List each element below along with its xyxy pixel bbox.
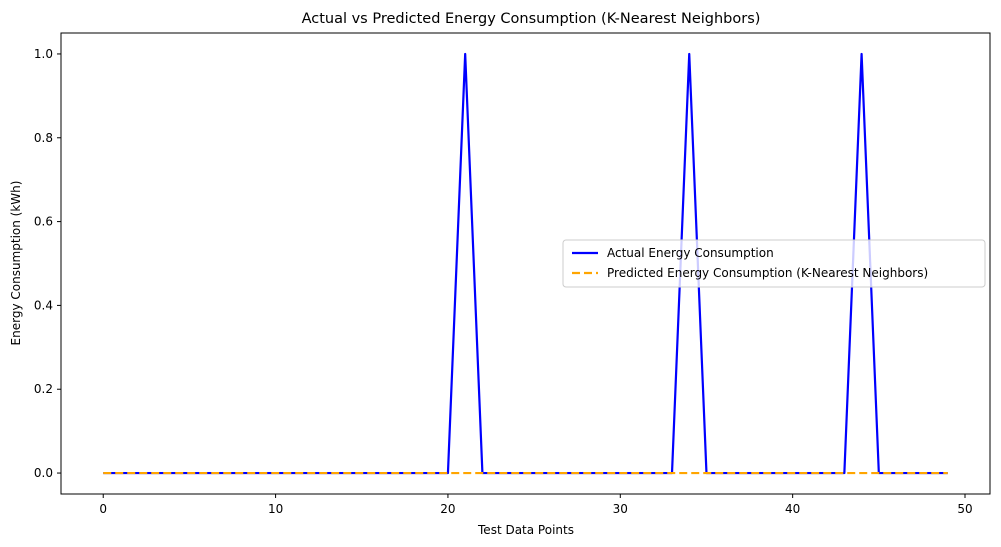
axes-frame	[60, 32, 991, 495]
y-tick-label: 0.6	[34, 215, 53, 229]
legend-label-predicted: Predicted Energy Consumption (K-Nearest …	[607, 266, 928, 280]
x-tick-label: 30	[613, 502, 628, 516]
y-tick-label: 0.0	[34, 466, 53, 480]
chart-title: Actual vs Predicted Energy Consumption (…	[302, 11, 761, 27]
y-tick-label: 0.2	[34, 382, 53, 396]
x-tick-label: 40	[785, 502, 800, 516]
x-tick-label: 20	[440, 502, 455, 516]
y-tick-label: 0.4	[34, 298, 53, 312]
y-axis-ticks: 0.0 0.2 0.4 0.6 0.8 1.0	[34, 47, 61, 480]
x-axis-ticks: 0 10 20 30 40 50	[99, 494, 973, 516]
legend-label-actual: Actual Energy Consumption	[607, 246, 774, 260]
y-tick-label: 0.8	[34, 131, 53, 145]
y-axis-label: Energy Consumption (kWh)	[9, 181, 23, 346]
legend-box	[562, 239, 986, 288]
x-tick-label: 10	[268, 502, 283, 516]
x-tick-label: 50	[957, 502, 972, 516]
plot-lines	[103, 52, 948, 475]
legend[interactable]: Actual Energy Consumption Predicted Ener…	[562, 239, 986, 288]
y-tick-label: 1.0	[34, 47, 53, 61]
x-tick-label: 0	[99, 502, 107, 516]
x-axis-label: Test Data Points	[477, 523, 574, 537]
